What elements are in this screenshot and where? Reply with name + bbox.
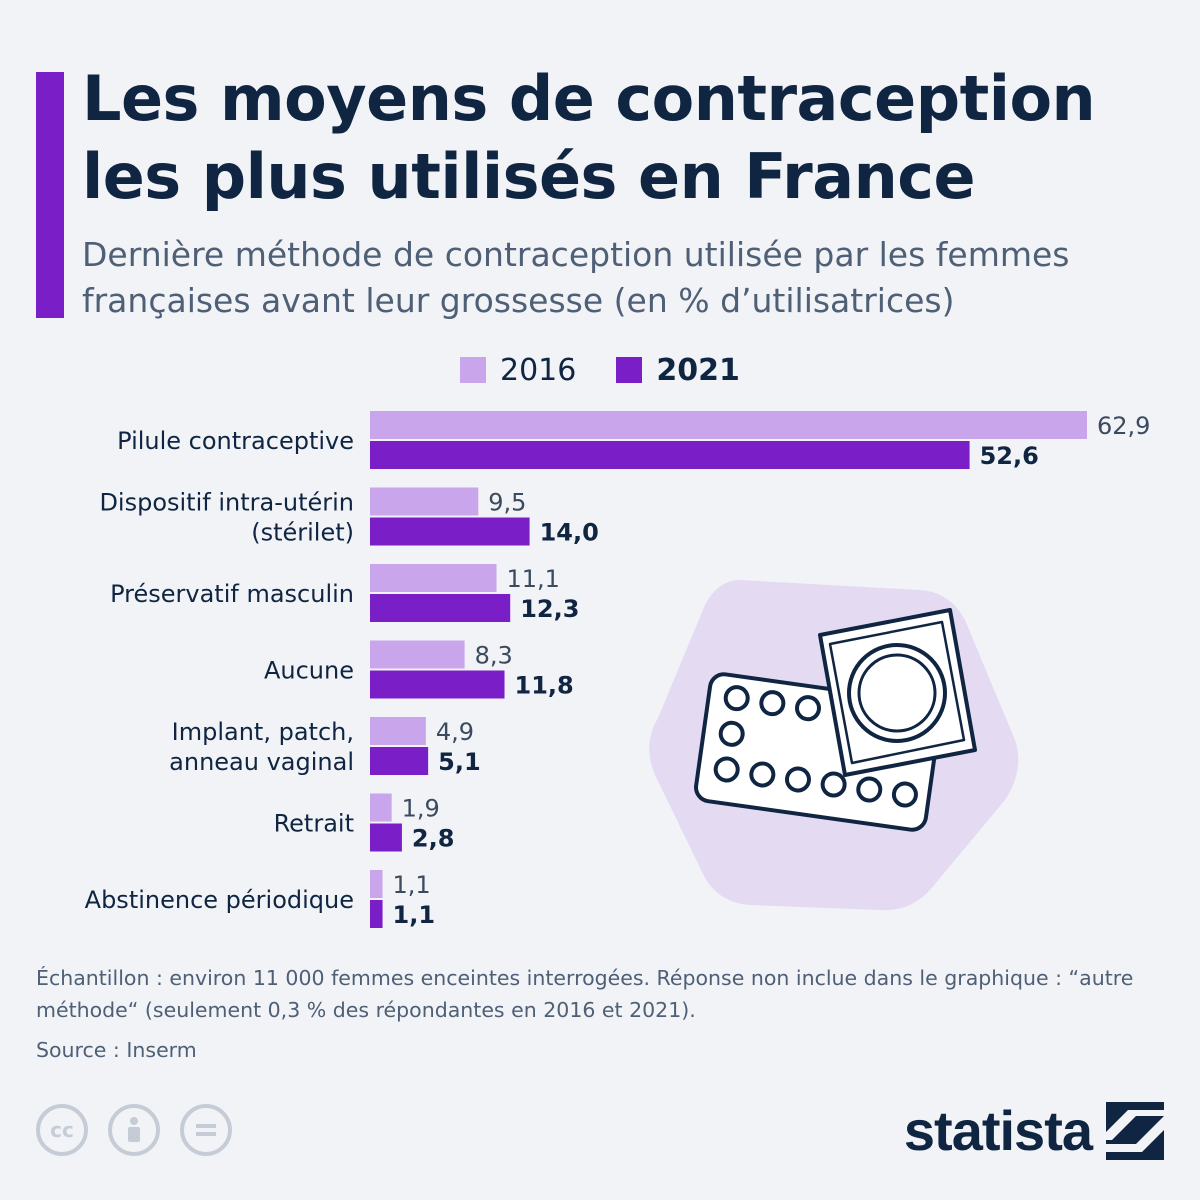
category-label: Préservatif masculin xyxy=(110,580,354,608)
bar-2021 xyxy=(370,517,530,546)
attribution-icon[interactable] xyxy=(108,1104,160,1156)
pill xyxy=(759,690,786,717)
license-icons: cc xyxy=(36,1104,252,1156)
contraceptive-pills-and-condom-icon xyxy=(649,580,1019,911)
no-derivatives-icon[interactable] xyxy=(180,1104,232,1156)
bar-2016 xyxy=(370,793,392,822)
category-label: Retrait xyxy=(274,810,354,838)
statista-logo-icon xyxy=(1106,1101,1164,1160)
page-title: Les moyens de contraception les plus uti… xyxy=(82,62,1096,213)
legend-swatch-2021 xyxy=(616,357,643,383)
condom-ring-inner xyxy=(857,653,937,733)
bar-2021 xyxy=(370,900,383,928)
title-accent-bar xyxy=(36,72,64,318)
legend: 2016 2021 xyxy=(460,352,780,388)
legend-label-2016: 2016 xyxy=(500,352,577,388)
source-text: Source : Inserm xyxy=(36,1038,197,1062)
pill xyxy=(820,771,847,798)
pill xyxy=(718,720,745,747)
legend-swatch-2016 xyxy=(460,357,486,383)
legend-item-2021: 2021 xyxy=(616,353,740,388)
category-label: (stérilet) xyxy=(251,519,354,547)
data-label-2021: 11,8 xyxy=(515,672,574,700)
category-label: Aucune xyxy=(264,657,354,685)
bar-2016 xyxy=(370,717,426,745)
data-label-2016: 9,5 xyxy=(488,489,526,517)
bar-2021 xyxy=(370,441,970,469)
data-label-2016: 11,1 xyxy=(507,565,560,593)
footnote: Échantillon : environ 11 000 femmes ence… xyxy=(36,966,1134,1022)
bar-2021 xyxy=(370,747,429,775)
bar-2016 xyxy=(370,640,465,669)
creative-commons-icon[interactable]: cc xyxy=(36,1104,88,1156)
data-label-2016: 8,3 xyxy=(475,642,513,670)
category-label: anneau vaginal xyxy=(169,748,354,776)
data-label-2021: 2,8 xyxy=(412,825,455,853)
legend-label-2021: 2021 xyxy=(656,352,740,388)
condom-ring-outer xyxy=(847,643,947,743)
condom-wrapper-inner-edge xyxy=(828,620,966,765)
data-label-2021: 5,1 xyxy=(438,748,481,776)
bar-2021 xyxy=(370,594,511,622)
category-label: Implant, patch, xyxy=(172,718,354,746)
data-label-2021: 14,0 xyxy=(540,519,599,547)
bar-2016 xyxy=(370,870,383,898)
pill xyxy=(856,776,883,803)
legend-item-2016: 2016 xyxy=(460,353,576,388)
pill xyxy=(713,756,740,783)
category-label: Dispositif intra-utérin xyxy=(99,489,354,517)
data-label-2021: 1,1 xyxy=(393,901,436,929)
data-label-2021: 52,6 xyxy=(980,442,1039,470)
page-subtitle: Dernière méthode de contraception utilis… xyxy=(82,235,1070,320)
pill xyxy=(749,761,776,788)
pill xyxy=(723,685,750,712)
pill xyxy=(784,766,811,793)
bar-2016 xyxy=(370,411,1087,439)
bar-2021 xyxy=(370,823,402,852)
data-label-2021: 12,3 xyxy=(520,595,579,623)
category-label: Abstinence périodique xyxy=(85,886,354,914)
statista-brand[interactable]: statista xyxy=(904,1098,1164,1163)
brand-name: statista xyxy=(903,1099,1093,1162)
pill xyxy=(795,695,822,722)
bar-chart: 62,9 52,6 Pilule contraceptive 9,5 14,0 Dispo… xyxy=(85,411,1150,929)
data-label-2016: 62,9 xyxy=(1097,412,1150,440)
pill xyxy=(891,781,918,808)
bar-2021 xyxy=(370,670,505,699)
data-label-2016: 4,9 xyxy=(436,718,474,746)
data-label-2016: 1,9 xyxy=(402,795,440,823)
category-label: Pilule contraceptive xyxy=(117,427,354,455)
bar-2016 xyxy=(370,487,479,516)
data-label-2016: 1,1 xyxy=(393,871,431,899)
bar-2016 xyxy=(370,564,497,592)
